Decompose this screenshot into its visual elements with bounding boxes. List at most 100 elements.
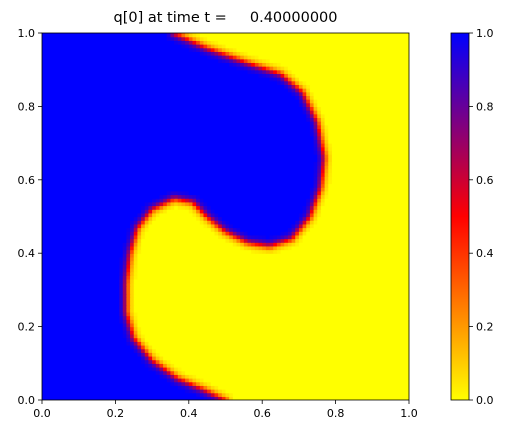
heatmap-cell [258, 355, 263, 361]
heatmap-cell [339, 223, 344, 229]
heatmap-cell [313, 396, 318, 400]
heatmap-cell [170, 333, 175, 339]
heatmap-cell [100, 330, 105, 335]
heatmap-cell [375, 260, 381, 265]
heatmap-cell [375, 333, 381, 339]
heatmap-cell [262, 260, 267, 265]
heatmap-cell [148, 374, 153, 379]
heatmap-cell [232, 260, 238, 265]
heatmap-cell [97, 392, 102, 397]
heatmap-cell [368, 256, 373, 262]
heatmap-cell [207, 359, 212, 364]
heatmap-cell [214, 242, 219, 247]
heatmap-cell [243, 352, 249, 357]
heatmap-cell [353, 326, 359, 331]
heatmap-cell [177, 278, 183, 284]
heatmap-cell [104, 322, 109, 328]
heatmap-cell [265, 381, 271, 386]
heatmap-cell [394, 311, 399, 317]
heatmap-cell [342, 344, 348, 350]
heatmap-cell [49, 337, 54, 342]
heatmap-cell [324, 227, 329, 232]
heatmap-cell [313, 260, 318, 265]
heatmap-cell [364, 355, 370, 361]
heatmap-cell [379, 264, 384, 269]
heatmap-cell [390, 260, 395, 265]
heatmap-cell [397, 355, 403, 361]
heatmap-cell [353, 293, 359, 298]
heatmap-cell [342, 282, 348, 287]
heatmap-cell [188, 227, 194, 232]
heatmap-cell [166, 385, 172, 390]
heatmap-cell [379, 337, 384, 342]
heatmap-cell [254, 242, 260, 247]
heatmap-cell [148, 267, 153, 273]
heatmap-cell [100, 238, 105, 243]
heatmap-cell [97, 370, 102, 375]
heatmap-cell [159, 377, 164, 383]
heatmap-cell [357, 282, 362, 287]
heatmap-cell [324, 322, 329, 328]
heatmap-cell [317, 256, 322, 262]
heatmap-cell [141, 352, 146, 357]
heatmap-cell [214, 377, 219, 383]
heatmap-cell [342, 396, 348, 400]
heatmap-cell [126, 308, 131, 313]
heatmap-cell [207, 381, 212, 386]
heatmap-cell [335, 341, 340, 346]
heatmap-cell [394, 322, 399, 328]
heatmap-cell [45, 271, 50, 276]
heatmap-cell [75, 245, 80, 251]
heatmap-cell [394, 242, 399, 247]
heatmap-cell [152, 267, 157, 273]
heatmap-cell [42, 341, 47, 346]
heatmap-cell [302, 231, 307, 236]
heatmap-cell [397, 377, 403, 383]
heatmap-cell [298, 238, 304, 243]
heatmap-cell [269, 319, 274, 324]
heatmap-cell [291, 297, 296, 302]
heatmap-cell [174, 355, 179, 361]
heatmap-cell [368, 322, 373, 328]
heatmap-cell [339, 355, 344, 361]
heatmap-cell [254, 396, 260, 400]
heatmap-cell [342, 245, 348, 251]
heatmap-cell [342, 341, 348, 346]
heatmap-cell [159, 216, 164, 221]
heatmap-cell [144, 278, 150, 284]
heatmap-cell [104, 348, 109, 353]
heatmap-cell [122, 388, 128, 394]
heatmap-cell [258, 300, 263, 306]
heatmap-cell [126, 396, 131, 400]
heatmap-cell [60, 388, 65, 394]
heatmap-cell [379, 238, 384, 243]
heatmap-cell [170, 363, 175, 368]
heatmap-cell [324, 278, 329, 284]
heatmap-cell [144, 242, 150, 247]
heatmap-cell [203, 256, 208, 262]
heatmap-cell [265, 220, 271, 225]
heatmap-cell [295, 278, 300, 284]
heatmap-cell [97, 264, 102, 269]
heatmap-cell [265, 227, 271, 232]
heatmap-cell [56, 341, 61, 346]
heatmap-cell [265, 286, 271, 291]
heatmap-cell [379, 326, 384, 331]
heatmap-cell [394, 341, 399, 346]
heatmap-cell [93, 286, 98, 291]
heatmap-cell [181, 326, 186, 331]
heatmap-cell [166, 300, 172, 306]
heatmap-cell [111, 319, 116, 324]
heatmap-cell [284, 297, 289, 302]
heatmap-cell [159, 297, 164, 302]
heatmap-cell [375, 370, 381, 375]
heatmap-cell [236, 245, 241, 251]
heatmap-cell [166, 348, 172, 353]
heatmap-cell [89, 355, 94, 361]
heatmap-cell [331, 341, 337, 346]
heatmap-cell [394, 256, 399, 262]
heatmap-cell [401, 253, 406, 258]
heatmap-cell [71, 286, 76, 291]
heatmap-cell [67, 381, 72, 386]
heatmap-cell [115, 308, 120, 313]
